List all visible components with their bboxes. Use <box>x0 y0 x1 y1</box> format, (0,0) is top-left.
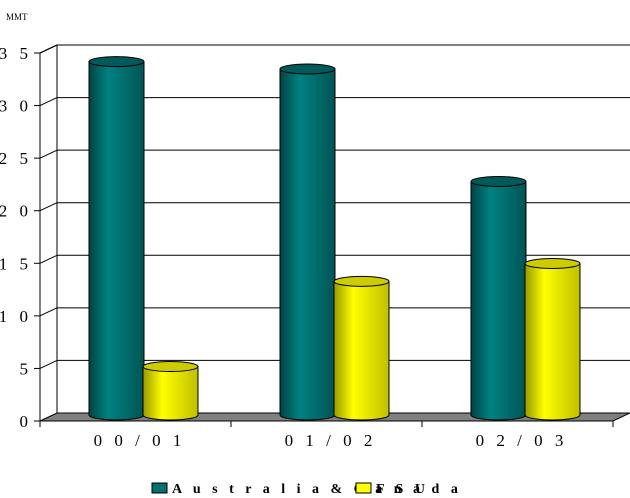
legend-label: F S U <box>376 482 429 497</box>
y-tick-label: 5 <box>20 359 33 378</box>
y-tick-label: 0 <box>20 412 33 431</box>
side-wall-grid-line <box>39 359 58 369</box>
bar <box>524 257 581 421</box>
axes <box>39 44 614 427</box>
y-tick-label: 3 5 <box>0 44 32 63</box>
side-wall-grid-line <box>39 202 58 212</box>
side-wall-grid-line <box>39 97 58 107</box>
y-axis-unit-label: MMT <box>6 12 28 22</box>
bar <box>279 63 336 421</box>
legend: A u s t r a l i a & C a n a d aF S U <box>151 482 462 497</box>
x-tick-label: 0 2 / 0 3 <box>476 431 568 450</box>
y-axis-ticks: 0 5 1 0 1 5 2 0 2 5 3 0 3 5 <box>0 44 40 431</box>
y-tick-label: 1 0 <box>0 307 32 326</box>
side-wall-grid-line <box>39 149 58 159</box>
x-tick-label: 0 1 / 0 2 <box>285 431 377 450</box>
y-tick-label: 2 5 <box>0 149 32 168</box>
x-axis-categories: 0 0 / 0 1 0 1 / 0 2 0 2 / 0 3 <box>94 431 568 450</box>
axis-corner <box>39 44 58 54</box>
y-tick-label: 3 0 <box>0 97 32 116</box>
bar <box>142 361 199 421</box>
bar <box>470 175 527 421</box>
bar <box>333 275 390 421</box>
bar <box>88 56 145 421</box>
legend-label: A u s t r a l i a & C a n a d a <box>172 482 462 497</box>
legend-swatch <box>151 482 168 494</box>
bars <box>88 56 581 421</box>
legend-swatch <box>355 482 372 494</box>
side-wall-grid-line <box>39 307 58 317</box>
x-tick-label: 0 0 / 0 1 <box>94 431 186 450</box>
y-tick-label: 2 0 <box>0 202 32 221</box>
y-tick-label: 1 5 <box>0 254 32 273</box>
side-wall-grid-line <box>39 254 58 264</box>
